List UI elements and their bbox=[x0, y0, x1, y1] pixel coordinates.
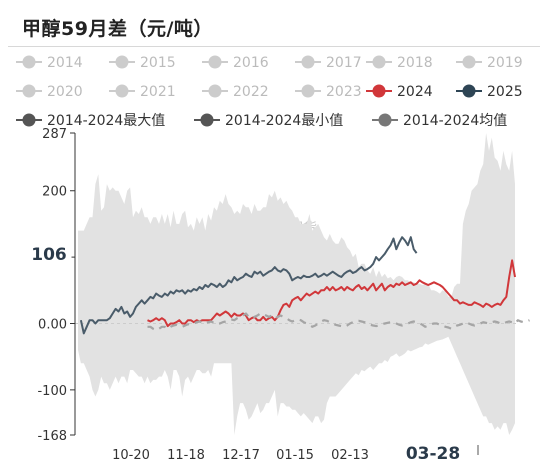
legend-dot-2014-2024最大值 bbox=[22, 113, 36, 127]
legend-dot-2016 bbox=[208, 55, 222, 69]
legend-item-2015[interactable]: 2015 bbox=[140, 55, 176, 71]
legend-dot-2018 bbox=[372, 55, 386, 69]
legend-dot-2014-2024最小值 bbox=[200, 113, 214, 127]
y-tick-label: 0.00 bbox=[38, 317, 67, 332]
y-tick-label: -168 bbox=[37, 429, 67, 444]
y-tick-label: 200 bbox=[42, 185, 67, 200]
y-tick-label: 287 bbox=[42, 127, 67, 142]
x-tick-label: 11-18 bbox=[167, 448, 205, 463]
legend-item-2021[interactable]: 2021 bbox=[140, 84, 176, 100]
legend-item-2019[interactable]: 2019 bbox=[487, 55, 523, 71]
legend-dot-2021 bbox=[115, 84, 129, 98]
legend-dot-2022 bbox=[208, 84, 222, 98]
x-tick-label: 10-20 bbox=[112, 448, 150, 463]
chart-title: 甲醇59月差（元/吨） bbox=[22, 18, 213, 40]
legend-dot-2014-2024均值 bbox=[378, 113, 392, 127]
max-min-band bbox=[78, 133, 515, 435]
legend-item-2023[interactable]: 2023 bbox=[326, 84, 362, 100]
legend-item-2018[interactable]: 2018 bbox=[397, 55, 433, 71]
legend-dot-2020 bbox=[22, 84, 36, 98]
series-line-2025 bbox=[79, 236, 418, 335]
legend-dot-2024 bbox=[372, 84, 386, 98]
legend-dot-2023 bbox=[301, 84, 315, 98]
x-tick-label: 01-15 bbox=[276, 448, 314, 463]
legend-dot-2019 bbox=[462, 55, 476, 69]
legend-item-2022[interactable]: 2022 bbox=[233, 84, 269, 100]
legend-item-2017[interactable]: 2017 bbox=[326, 55, 362, 71]
x-axis-pointer-label: 03-28 bbox=[406, 444, 460, 464]
legend-item-2024[interactable]: 2024 bbox=[397, 84, 433, 100]
legend-dot-2025 bbox=[462, 84, 476, 98]
title-divider bbox=[8, 46, 540, 47]
legend-dot-2017 bbox=[301, 55, 315, 69]
legend-item-2014[interactable]: 2014 bbox=[47, 55, 83, 71]
legend-item-2020[interactable]: 2020 bbox=[47, 84, 83, 100]
legend-dot-2014 bbox=[22, 55, 36, 69]
legend-item-2025[interactable]: 2025 bbox=[487, 84, 523, 100]
x-tick-label: 02-13 bbox=[331, 448, 369, 463]
y-tick-label: -100 bbox=[37, 384, 67, 399]
legend-dot-2015 bbox=[115, 55, 129, 69]
series-line-2024 bbox=[147, 259, 516, 328]
legend-item-2014-2024最小值[interactable]: 2014-2024最小值 bbox=[225, 113, 343, 129]
legend-item-2014-2024均值[interactable]: 2014-2024均值 bbox=[403, 113, 507, 129]
y-axis-pointer-box bbox=[26, 240, 72, 266]
legend-item-2014-2024最大值[interactable]: 2014-2024最大值 bbox=[47, 113, 165, 129]
series-line-2014-2024均值 bbox=[147, 312, 530, 332]
legend-item-2016[interactable]: 2016 bbox=[233, 55, 269, 71]
x-tick-label: 12-17 bbox=[222, 448, 260, 463]
y-axis-pointer-label: 106 bbox=[31, 245, 67, 265]
